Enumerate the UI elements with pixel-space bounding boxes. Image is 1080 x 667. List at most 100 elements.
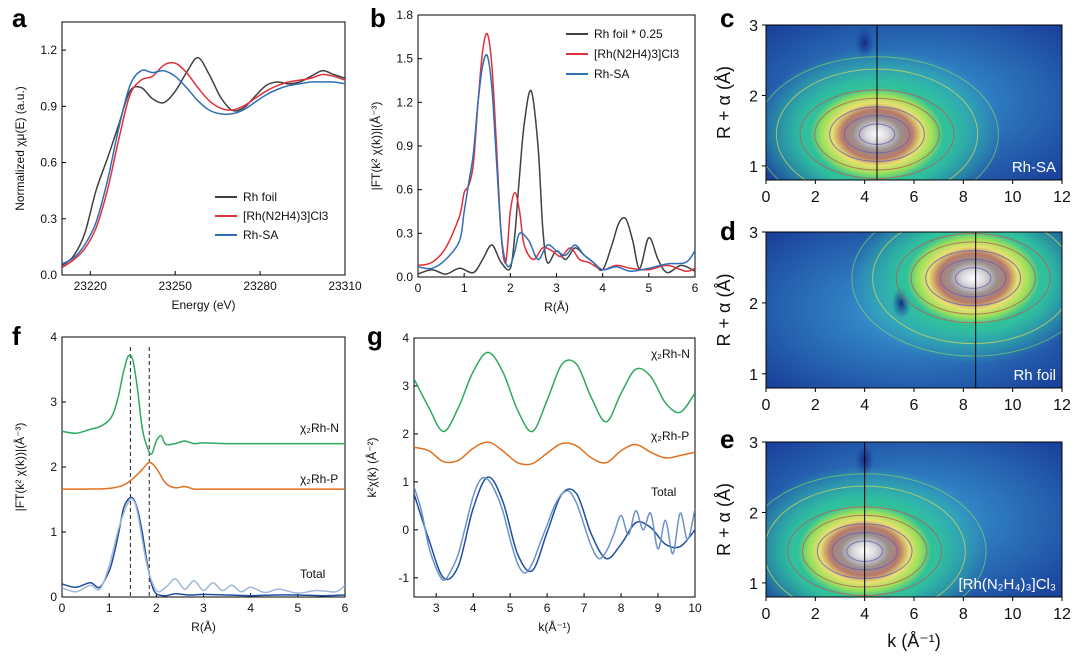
y-tick-label: 2 xyxy=(749,88,758,105)
y-tick-label: 0.6 xyxy=(396,183,413,197)
y-tick-label: 4 xyxy=(50,330,57,344)
x-tick-label: 9 xyxy=(655,601,662,615)
y-tick-label: 3 xyxy=(749,18,758,35)
label-total: Total xyxy=(300,567,325,581)
x-tick-label: 12 xyxy=(1053,606,1071,623)
y-tick-label: 2 xyxy=(402,427,409,441)
series-line--2-rh-n xyxy=(414,351,695,433)
y-axis-label: |FT(k² χ(k))|(Å⁻³) xyxy=(368,102,383,191)
y-tick-label: 1 xyxy=(402,475,409,489)
y-axis-label: |FT(k² χ(k))|(Å⁻³) xyxy=(12,423,27,512)
heatmap-inset-label: [Rh(N₂H₄)₃]Cl₃ xyxy=(959,576,1057,593)
label-rh-n: χ₂Rh-N xyxy=(300,421,339,435)
series-line-total-exp- xyxy=(62,497,345,594)
x-tick-label: 1 xyxy=(461,281,468,295)
panel-letter-e: e xyxy=(720,424,734,454)
y-tick-label: 2 xyxy=(749,505,758,522)
label-rh-p: χ₂Rh-P xyxy=(651,429,689,443)
x-tick-label: 23310 xyxy=(328,279,362,293)
series-line--rh-n2h4-3-cl3 xyxy=(418,32,695,272)
y-tick-label: 3 xyxy=(50,395,57,409)
x-tick-label: 12 xyxy=(1053,397,1071,414)
x-tick-label: 8 xyxy=(959,397,968,414)
x-tick-label: 6 xyxy=(544,601,551,615)
y-tick-label: 4 xyxy=(402,331,409,345)
x-tick-label: 0 xyxy=(59,601,66,615)
x-axis-label: R(Å) xyxy=(191,619,216,634)
x-tick-label: 23250 xyxy=(159,279,193,293)
legend-label: Rh-SA xyxy=(594,67,629,81)
y-axis-label: R + α (Å) xyxy=(714,274,734,347)
y-axis-label: Normalized χμ(E) (a.u.) xyxy=(13,86,27,211)
y-tick-label: -1 xyxy=(398,571,409,585)
heatmap-area xyxy=(766,232,1062,388)
x-tick-label: 4 xyxy=(860,397,869,414)
y-tick-label: 0.0 xyxy=(40,268,57,282)
y-tick-label: 0.3 xyxy=(40,212,57,226)
legend-label: [Rh(N2H4)3]Cl3 xyxy=(243,209,329,223)
x-tick-label: 4 xyxy=(247,601,254,615)
x-tick-label: 2 xyxy=(811,397,820,414)
y-tick-label: 1.2 xyxy=(40,43,57,57)
x-tick-label: 1 xyxy=(106,601,113,615)
x-tick-label: 10 xyxy=(1004,606,1022,623)
plot-frame xyxy=(61,336,346,598)
series-line--2-rh-p xyxy=(62,461,345,491)
x-tick-label: 10 xyxy=(688,601,702,615)
x-tick-label: 0 xyxy=(762,189,771,206)
heatmap-dark-spot xyxy=(854,26,875,59)
panel-f: 0 1 2 3 4 5 6 0 1 2 3 4 R(Å) |FT(k² χ(k))|(Å⁻³) χ₂Rh-N… xyxy=(12,330,349,634)
y-axis-label: R + α (Å) xyxy=(714,66,734,139)
x-tick-label: 6 xyxy=(910,606,919,623)
panel-letter-b: b xyxy=(370,3,386,33)
panel-b: 0 1 2 3 4 5 6 0.0 0.3 0.6 0.9 1.2 1.5 1.8 R(Å) |FT(k² χ… xyxy=(368,8,699,314)
x-tick-label: 10 xyxy=(1004,397,1022,414)
x-tick-label: 7 xyxy=(581,601,588,615)
y-tick-label: 3 xyxy=(749,435,758,452)
x-tick-label: 2 xyxy=(811,606,820,623)
panel-letter-a: a xyxy=(12,3,27,33)
heatmap-peak xyxy=(893,232,1054,335)
x-tick-label: 8 xyxy=(618,601,625,615)
legend-label: [Rh(N2H4)3]Cl3 xyxy=(594,47,680,61)
series-line-rh-foil-0-25 xyxy=(418,89,695,275)
y-tick-label: 1.2 xyxy=(396,95,413,109)
x-tick-label: 12 xyxy=(1053,189,1071,206)
x-tick-label: 10 xyxy=(1004,189,1022,206)
y-tick-label: 1.5 xyxy=(396,52,413,66)
y-axis-label: R + α (Å) xyxy=(714,483,734,556)
legend-label: Rh foil xyxy=(243,190,277,204)
plot-frame xyxy=(413,337,696,598)
y-tick-label: 2 xyxy=(50,460,57,474)
y-tick-label: 1 xyxy=(749,367,758,384)
y-tick-label: 0.9 xyxy=(396,139,413,153)
x-tick-label: 5 xyxy=(645,281,652,295)
series-line-total-exp- xyxy=(414,476,695,581)
x-tick-label: 8 xyxy=(959,189,968,206)
contour-ring xyxy=(851,232,1062,357)
label-rh-p: χ₂Rh-P xyxy=(300,472,338,486)
heatmap-inset-label: Rh-SA xyxy=(1012,159,1056,176)
x-tick-label: 5 xyxy=(507,601,514,615)
y-tick-label: 0.0 xyxy=(396,270,413,284)
x-tick-label: 0 xyxy=(762,606,771,623)
contour-ring xyxy=(910,241,1036,315)
y-tick-label: 1.8 xyxy=(396,8,413,22)
y-tick-label: 0 xyxy=(402,523,409,537)
plot-frame xyxy=(61,21,346,276)
x-tick-label: 3 xyxy=(553,281,560,295)
x-axis-label: R(Å) xyxy=(544,299,569,314)
y-tick-label: 0.9 xyxy=(40,99,57,113)
x-tick-label: 23220 xyxy=(74,279,108,293)
series-line--2-rh-p xyxy=(414,441,695,466)
label-total: Total xyxy=(651,485,676,499)
y-tick-label: 0 xyxy=(50,590,57,604)
x-tick-label: 4 xyxy=(860,189,869,206)
x-tick-label: 6 xyxy=(910,397,919,414)
x-tick-label: 5 xyxy=(294,601,301,615)
x-tick-label: 6 xyxy=(910,189,919,206)
series-line-rh-sa xyxy=(418,53,695,272)
x-tick-label: 4 xyxy=(470,601,477,615)
